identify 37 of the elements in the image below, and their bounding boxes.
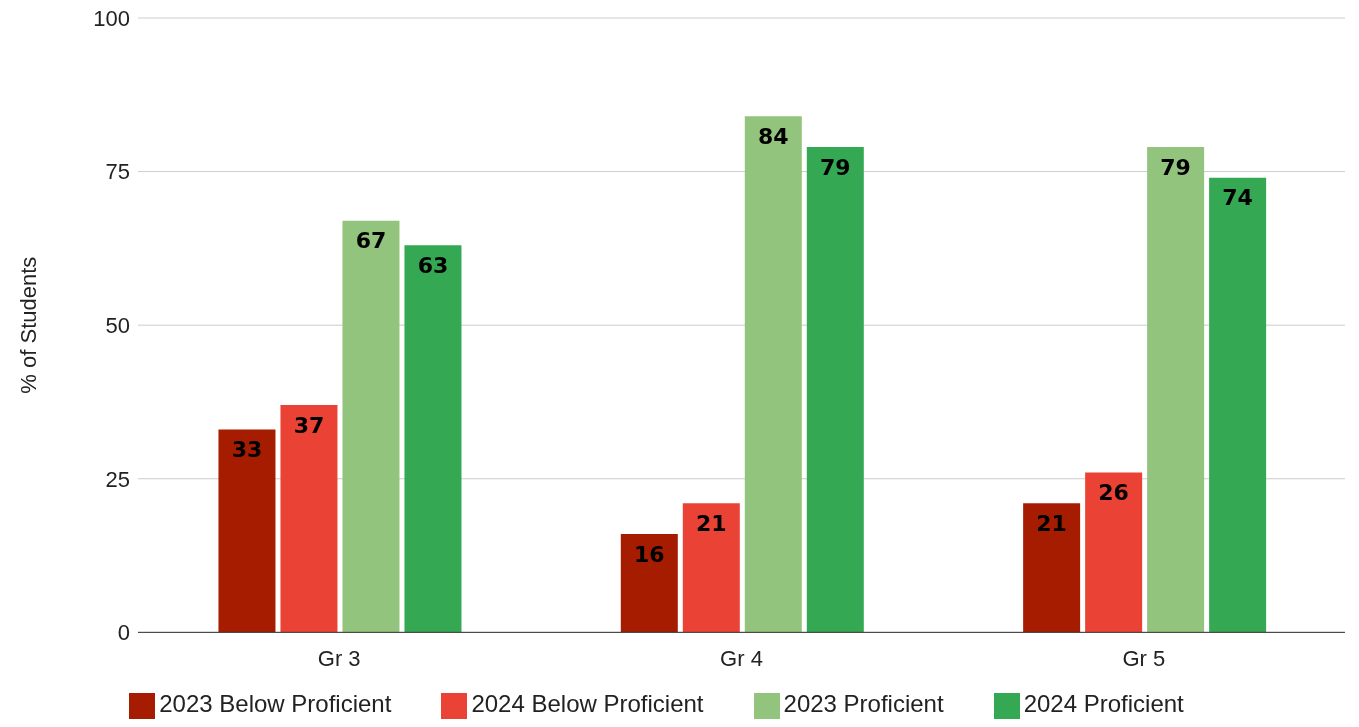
bar [1209,177,1267,633]
data-label: 16 [633,541,665,567]
y-axis-title: % of Students [15,256,41,394]
legend-label: 2023 Below Proficient [159,690,392,718]
legend-label: 2024 Proficient [1023,690,1184,718]
bar [404,245,462,633]
bar [1023,503,1081,633]
bar [218,429,276,633]
y-tick-label: 25 [105,466,130,492]
data-label: 37 [293,412,325,438]
y-tick-label: 0 [117,620,130,646]
data-label: 79 [1160,154,1191,180]
bar [280,405,338,633]
bar [1085,472,1143,633]
x-tick-label: Gr 3 [317,645,361,671]
bar [744,116,802,633]
bar [682,503,740,633]
data-label: 33 [231,437,263,463]
x-tick-label: Gr 4 [720,645,763,671]
y-tick-label: 50 [105,312,130,338]
y-tick-label: 75 [105,159,130,185]
x-tick-label: Gr 5 [1122,645,1166,671]
y-tick-label: 100 [93,5,130,31]
bar [1147,147,1205,633]
data-label: 84 [757,123,789,149]
legend-label: 2023 Proficient [783,690,944,718]
data-label: 26 [1098,480,1129,506]
legend-label: 2024 Below Proficient [471,690,704,718]
bar [620,534,678,633]
data-label: 21 [695,510,727,536]
data-label: 74 [1222,185,1253,211]
data-label: 63 [417,252,449,278]
data-label: 79 [819,154,851,180]
data-label: 21 [1036,510,1067,536]
data-label: 67 [355,228,387,254]
bar [806,147,864,633]
bar [342,220,400,633]
